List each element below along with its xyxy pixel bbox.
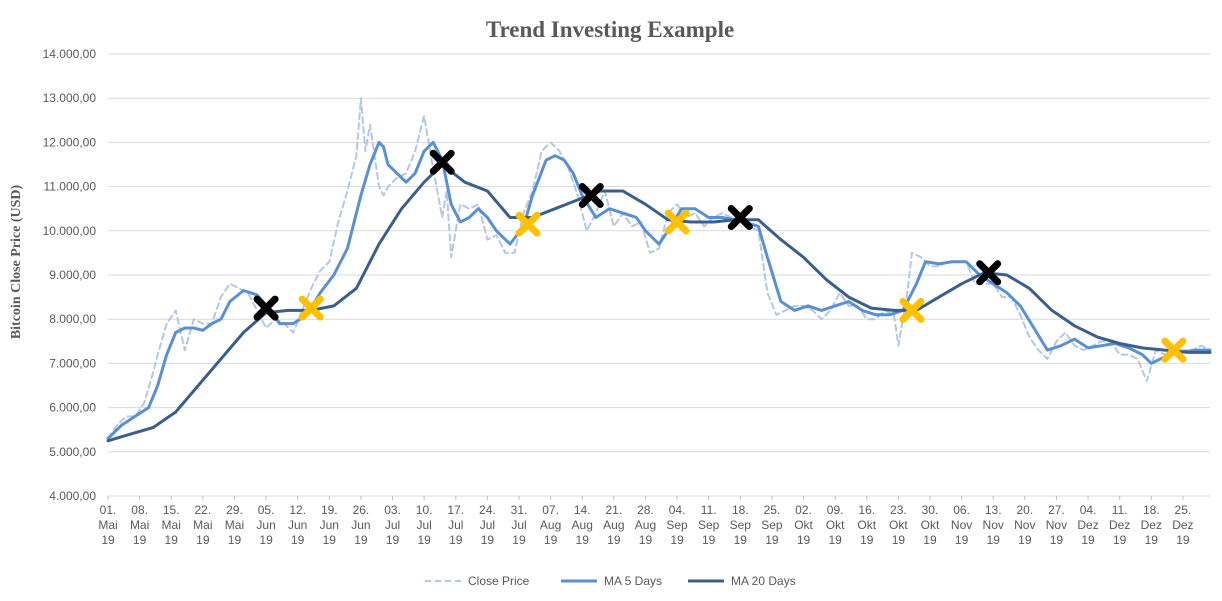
x-tick-label: 26. Jun 19 [351, 503, 370, 547]
x-tick-label: 22. Mai 19 [193, 503, 212, 547]
x-tick-label: 31. Jul 19 [511, 503, 528, 547]
series-line-ma-20-days [106, 163, 1212, 443]
x-tick-label: 25. Sep 19 [761, 503, 783, 547]
y-tick-label: 5.000,00 [49, 445, 96, 459]
sell-signal-marker [578, 182, 604, 208]
sell-signal-marker [429, 149, 455, 175]
x-tick-label: 20. Nov 19 [1014, 503, 1035, 547]
x-tick-label: 28. Aug 19 [635, 503, 656, 547]
x-tick-label: 02. Okt 19 [794, 503, 813, 547]
legend: Close Price MA 5 Days MA 20 Days [425, 574, 796, 588]
y-tick-labels: 4.000,00 5.000,00 6.000,00 7.000,00 8.000,00… [43, 47, 97, 503]
x-tick-label: 23. Okt 19 [889, 503, 908, 547]
x-tick-label: 18. Dez 19 [1141, 503, 1162, 547]
buy-signal-marker [1161, 337, 1187, 363]
y-tick-label: 14.000,00 [43, 47, 97, 61]
buy-signal-marker [298, 295, 324, 321]
y-tick-label: 12.000,00 [43, 135, 97, 149]
x-tick-label: 10. Jul 19 [416, 503, 433, 547]
y-tick-label: 13.000,00 [43, 91, 97, 105]
x-tick-label: 14. Aug 19 [572, 503, 593, 547]
buy-signal-marker [664, 209, 690, 235]
x-tick-label: 19. Jun 19 [320, 503, 339, 547]
x-tick-label: 24. Jul 19 [479, 503, 496, 547]
legend-label: MA 20 Days [731, 574, 796, 588]
x-tick-label: 06. Nov 19 [951, 503, 972, 547]
x-tick-label: 21. Aug 19 [603, 503, 624, 547]
x-tick-label: 25. Dez 19 [1172, 503, 1193, 547]
x-tick-label: 17. Jul 19 [447, 503, 464, 547]
x-tick-label: 04. Sep 19 [666, 503, 688, 547]
x-tick-label: 27. Nov 19 [1046, 503, 1067, 547]
x-tick-labels: 01. Mai 19 08. Mai 19 15. Mai 19 22. Mai 19 29. Mai 19… [98, 496, 1194, 547]
x-tick-label: 11. Sep 19 [698, 503, 720, 547]
x-tick-label: 11. Dez 19 [1109, 503, 1130, 547]
y-tick-label: 10.000,00 [43, 224, 97, 238]
sell-signal-marker [253, 295, 279, 321]
y-tick-label: 7.000,00 [49, 356, 96, 370]
x-tick-label: 29. Mai 19 [225, 503, 244, 547]
y-tick-label: 6.000,00 [49, 401, 96, 415]
legend-label: MA 5 Days [604, 574, 662, 588]
x-tick-label: 08. Mai 19 [130, 503, 149, 547]
x-tick-label: 16. Okt 19 [857, 503, 876, 547]
y-tick-label: 4.000,00 [49, 489, 96, 503]
y-tick-label: 11.000,00 [44, 180, 97, 194]
y-tick-label: 8.000,00 [49, 312, 96, 326]
x-tick-label: 12. Jun 19 [288, 503, 307, 547]
x-tick-label: 03. Jul 19 [384, 503, 401, 547]
x-tick-label: 07. Aug 19 [540, 503, 561, 547]
sell-signal-marker [727, 205, 753, 231]
chart-title: Trend Investing Example [486, 17, 734, 42]
x-tick-label: 04. Dez 19 [1077, 503, 1098, 547]
x-tick-label: 30. Okt 19 [921, 503, 940, 547]
x-tick-label: 01. Mai 19 [98, 503, 117, 547]
x-tick-label: 05. Jun 19 [256, 503, 275, 547]
series-line-close-price [107, 97, 1211, 440]
buy-signal-marker [515, 211, 541, 237]
sell-signal-marker [976, 260, 1002, 286]
signal-markers [253, 149, 1187, 363]
y-tick-label: 9.000,00 [49, 268, 96, 282]
series-lines [106, 97, 1212, 443]
x-tick-label: 18. Sep 19 [730, 503, 752, 547]
x-tick-label: 13. Nov 19 [983, 503, 1004, 547]
y-axis-label: Bitcoin Close Price (USD) [9, 184, 24, 339]
x-tick-label: 15. Mai 19 [162, 503, 181, 547]
buy-signal-marker [899, 297, 925, 323]
grid-lines [108, 53, 1210, 497]
x-tick-label: 09. Okt 19 [826, 503, 845, 547]
legend-label: Close Price [468, 574, 530, 588]
